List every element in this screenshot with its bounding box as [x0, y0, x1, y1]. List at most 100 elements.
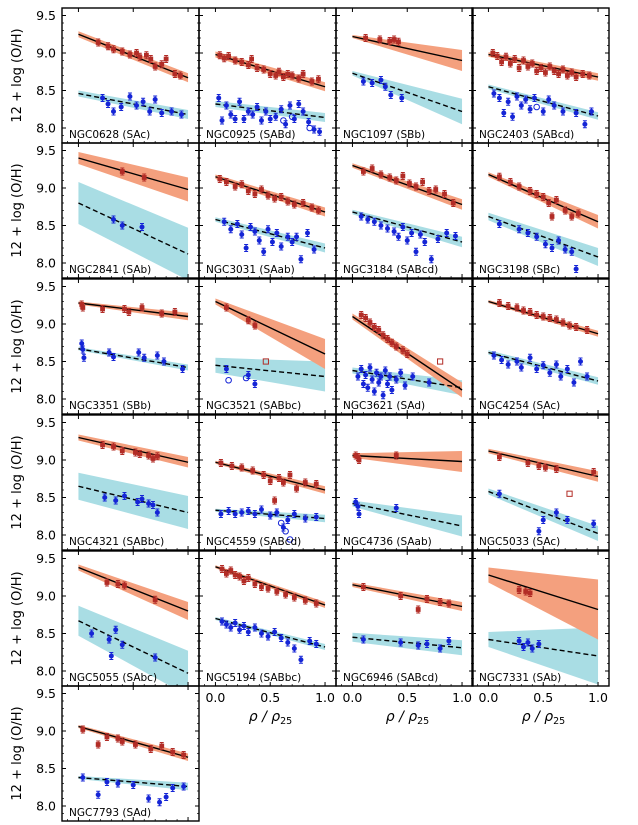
low-point: [228, 625, 234, 630]
low-point: [553, 510, 559, 515]
low-fit-band: [352, 500, 463, 537]
x-axis-label-subscript: 25: [553, 716, 565, 727]
high-point: [302, 598, 308, 603]
high-point: [239, 181, 245, 187]
high-point: [146, 453, 151, 458]
high-point: [560, 320, 566, 325]
y-tick-label: 9.0: [36, 46, 56, 61]
low-fit-line: [215, 218, 326, 249]
high-point: [137, 54, 143, 60]
high-point: [217, 52, 223, 58]
low-point: [106, 350, 112, 355]
low-point: [278, 635, 284, 641]
low-point: [159, 110, 165, 116]
panel: NGC3521 (SABbc): [198, 278, 337, 415]
panel-label: NGC7793 (SAd): [69, 807, 151, 819]
low-fit-band: [215, 101, 326, 122]
low-point: [385, 381, 391, 387]
high-point: [172, 71, 178, 77]
high-point: [547, 64, 553, 69]
low-point: [219, 619, 225, 624]
panel-label: NGC4736 (SAab): [343, 536, 432, 548]
low-point: [216, 95, 222, 101]
low-fit-line: [352, 72, 463, 113]
low-fit-band: [78, 472, 189, 529]
low-point: [265, 226, 271, 232]
high-point: [226, 53, 231, 59]
low-fit-band: [352, 632, 463, 656]
low-fit-line: [488, 490, 599, 535]
high-fit-line: [352, 35, 463, 62]
low-point: [505, 99, 511, 105]
high-point: [514, 305, 520, 310]
low-point: [367, 365, 373, 370]
high-point: [553, 317, 559, 322]
low-point: [111, 217, 117, 222]
low-point: [415, 643, 421, 648]
low-point: [518, 365, 524, 370]
low-point: [285, 640, 291, 645]
x-axis-label: ρ / ρ25: [386, 709, 429, 727]
low-point: [355, 504, 361, 509]
panel-frame: [335, 142, 474, 279]
high-point: [163, 56, 169, 62]
low-point: [79, 341, 85, 346]
low-point: [391, 229, 397, 234]
high-point: [540, 314, 546, 319]
low-point: [452, 233, 458, 239]
low-point: [556, 238, 562, 243]
low-point: [291, 511, 297, 517]
low-point: [254, 104, 260, 110]
low-point: [218, 511, 224, 517]
low-point: [219, 118, 225, 123]
panel-plot-area: [488, 49, 599, 129]
high-point: [529, 61, 535, 66]
high-point: [575, 211, 581, 216]
high-point: [276, 475, 282, 481]
high-point: [122, 583, 127, 588]
low-point: [385, 226, 391, 231]
high-point: [239, 465, 245, 470]
panel: NGC5055 (SAbc) 8.0 8.5 9.0 9.5 12 + log (O/H): [10, 550, 200, 687]
low-point: [106, 637, 112, 642]
high-point: [250, 468, 256, 473]
low-point: [111, 354, 117, 360]
high-point: [546, 200, 552, 206]
high-point: [259, 584, 264, 590]
low-point: [540, 109, 546, 114]
high-point: [95, 40, 101, 45]
low-point: [591, 521, 597, 527]
high-point: [245, 62, 251, 68]
low-point: [108, 653, 114, 659]
panel-plot-area: [78, 725, 189, 807]
low-point: [446, 638, 452, 644]
panel: NGC4559 (SABcd): [198, 414, 337, 551]
high-point: [553, 197, 559, 203]
low-point: [317, 129, 323, 135]
low-point: [501, 110, 507, 116]
low-point: [245, 629, 251, 635]
low-point: [273, 114, 279, 120]
low-point: [157, 799, 163, 805]
high-point: [573, 74, 579, 80]
panel-label: NGC3198 (SBc): [479, 264, 560, 276]
low-point: [360, 79, 366, 84]
low-fit-band: [352, 71, 463, 125]
low-hollow-point: [533, 103, 540, 111]
low-point: [422, 239, 428, 245]
high-point: [536, 463, 542, 469]
low-point: [223, 622, 229, 627]
low-fit-line: [352, 211, 463, 243]
low-point: [245, 508, 251, 514]
high-point: [516, 587, 522, 593]
low-point: [360, 637, 366, 642]
low-fit-line: [78, 348, 189, 369]
low-point: [81, 355, 87, 361]
low-point: [245, 109, 251, 114]
high-point: [100, 306, 105, 312]
high-point: [287, 472, 293, 478]
y-axis-label: 12 + log (O/H): [10, 571, 25, 665]
x-tick-label: 0.0: [205, 690, 225, 705]
low-point: [437, 646, 443, 651]
y-tick-label: 9.5: [36, 415, 56, 430]
